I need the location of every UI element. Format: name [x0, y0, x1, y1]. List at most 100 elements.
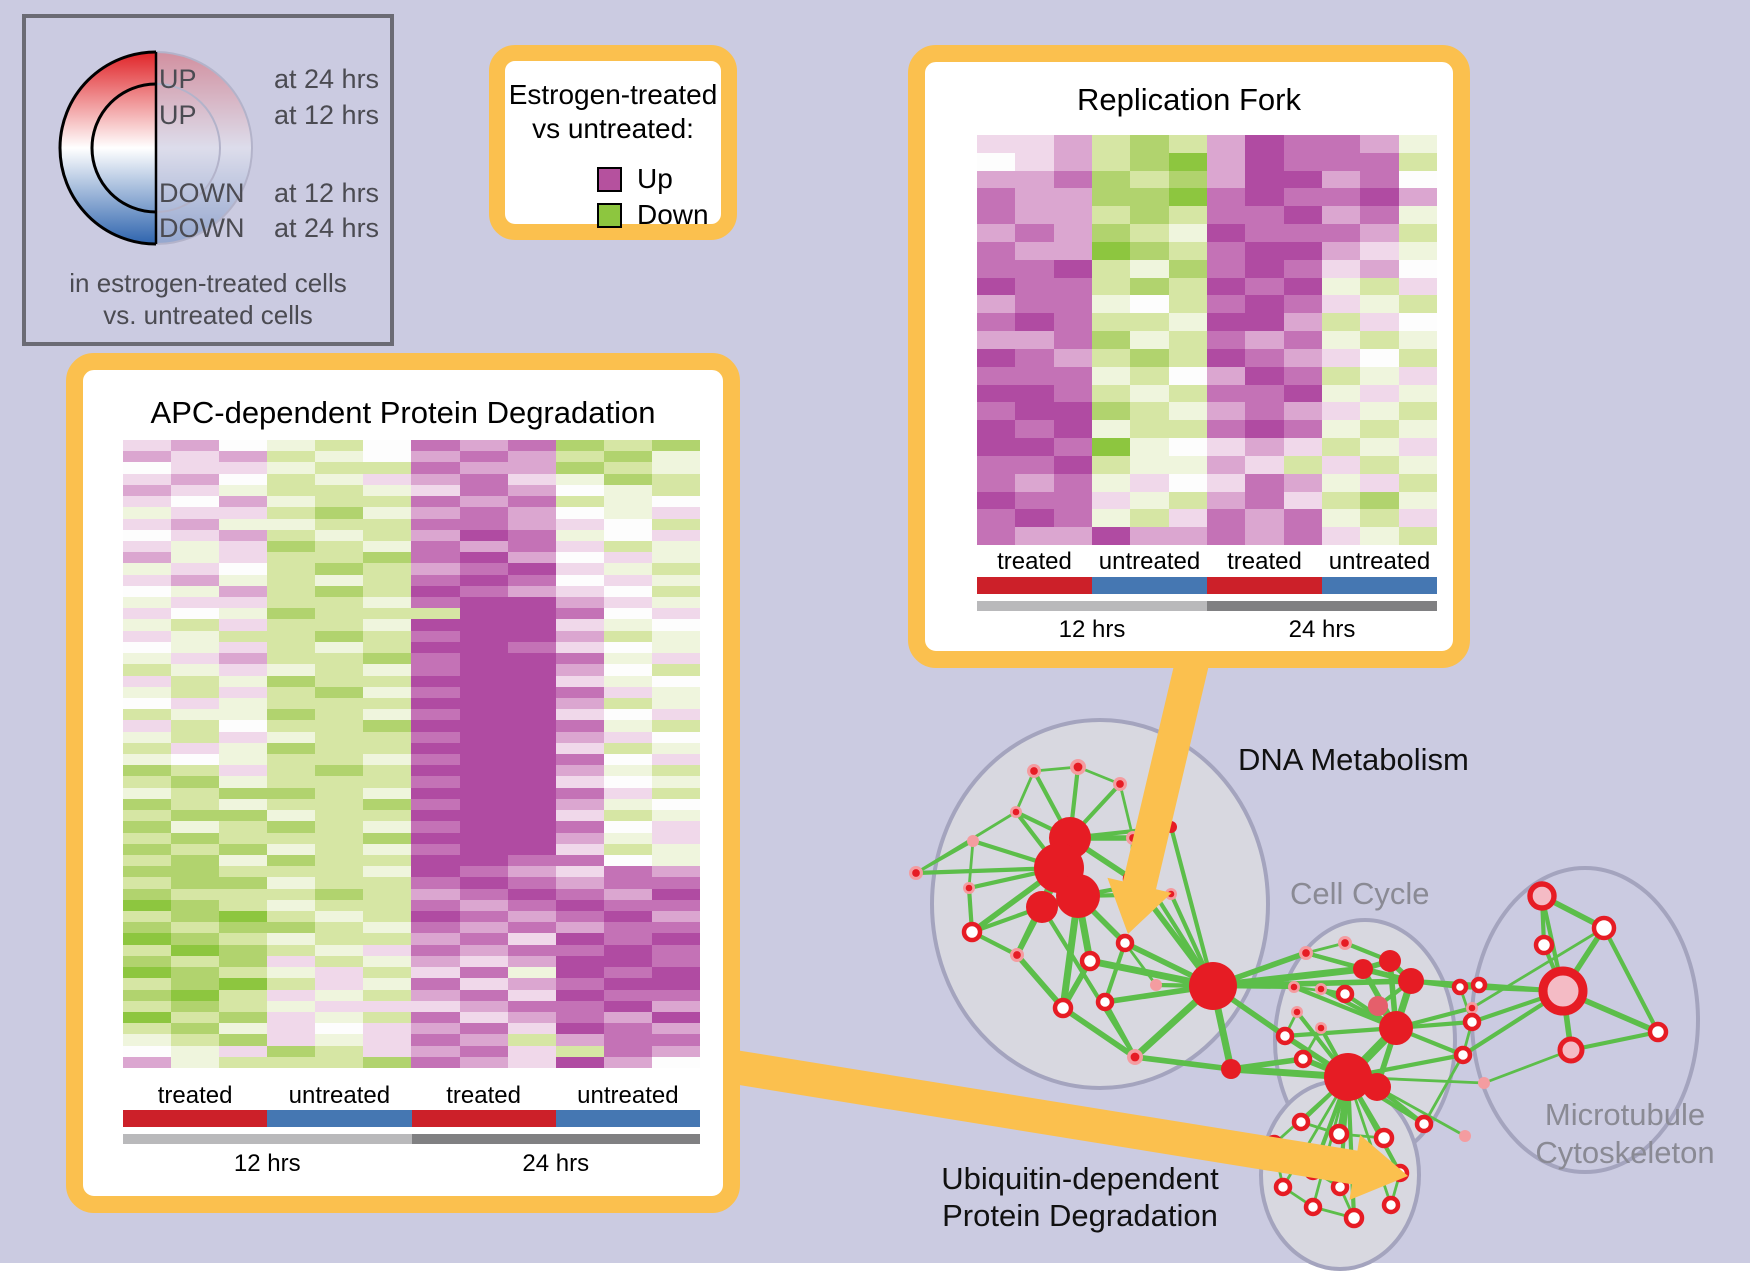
gene-node-core: [1013, 951, 1021, 959]
heatmap-cell: [507, 967, 556, 979]
heatmap-cell: [507, 832, 556, 844]
heatmap-cell: [315, 731, 364, 743]
heatmap-cell: [171, 967, 220, 979]
heatmap-cell: [123, 1045, 172, 1057]
heatmap-cell: [1015, 491, 1054, 510]
heatmap-cell: [507, 574, 556, 586]
gene-node-ring: [1451, 978, 1469, 996]
heatmap-cell: [1015, 135, 1054, 153]
heatmap-cell: [219, 451, 268, 463]
heatmap-cell: [1283, 206, 1322, 225]
heatmap-cell: [1245, 366, 1284, 385]
heatmap-cell: [123, 798, 172, 811]
heatmap-cell: [651, 899, 700, 911]
heatmap-cell: [1398, 348, 1437, 367]
heatmap-cell: [171, 933, 220, 945]
network-edge: [1102, 940, 1128, 1005]
heatmap-cell: [507, 731, 556, 743]
heatmap-cell: [651, 1045, 700, 1057]
heatmap-cell: [315, 462, 364, 474]
heatmap-cell: [219, 1034, 268, 1046]
heatmap-cell: [363, 967, 412, 979]
heatmap-cell: [219, 765, 268, 777]
heatmap-cell: [267, 440, 316, 452]
heatmap-cell: [1321, 135, 1361, 153]
condition-label: untreated: [1098, 548, 1201, 575]
gene-node-pinkring: [1557, 1036, 1585, 1064]
heatmap-cell: [123, 854, 172, 867]
heatmap-cell: [363, 1056, 412, 1068]
heatmap-cell: [1015, 241, 1054, 260]
heatmap-cell: [1398, 241, 1437, 260]
heatmap-cell: [1130, 152, 1169, 171]
gene-node-ring: [1303, 1197, 1323, 1217]
heatmap-cell: [315, 854, 364, 867]
heatmap-cell: [651, 854, 700, 867]
heatmap-cell: [219, 832, 268, 844]
heatmap-cell: [1015, 420, 1054, 439]
heatmap-cell: [1321, 348, 1361, 367]
heatmap-cell: [363, 720, 412, 732]
heatmap-cell: [123, 832, 172, 844]
heatmap-cell: [363, 597, 412, 609]
heatmap-cell: [123, 888, 172, 900]
heatmap-cell: [555, 967, 604, 979]
heatmap-cell: [1168, 331, 1207, 349]
legend-time-label: at 24 hrs: [274, 64, 380, 94]
heatmap-cell: [555, 597, 604, 609]
heatmap-cell: [315, 866, 364, 878]
heatmap-cell: [171, 518, 220, 530]
heatmap-cell: [507, 899, 556, 911]
heatmap-cell: [315, 843, 364, 855]
heatmap-cell: [1130, 491, 1169, 510]
heatmap-cell: [123, 473, 172, 485]
gene-node-ring: [1381, 1195, 1401, 1215]
heatmap-cell: [603, 720, 652, 732]
heatmap-cell: [603, 1034, 652, 1046]
gene-node-ring: [1273, 1177, 1293, 1197]
heatmap-cell: [1245, 188, 1284, 207]
condition-label: treated: [997, 548, 1072, 575]
heatmap-cell: [1321, 170, 1361, 189]
heatmap-cell: [267, 955, 316, 968]
heatmap-cell: [363, 754, 412, 766]
time-bar: [411, 1134, 700, 1144]
heatmap-cell: [315, 563, 364, 575]
heatmap-cell: [651, 518, 700, 530]
replication-fork-panel: Replication Fork treated untreated treated…: [908, 45, 1470, 668]
heatmap-cell: [1283, 170, 1322, 189]
heatmap-cell: [363, 911, 412, 923]
heatmap-cell: [603, 911, 652, 923]
heatmap-cell: [1206, 188, 1246, 207]
heatmap-cell: [411, 798, 460, 811]
heatmap-cell: [1091, 313, 1131, 332]
heatmap-cell: [1168, 527, 1207, 545]
heatmap-cell: [267, 866, 316, 878]
gene-node-ring: [1052, 997, 1074, 1019]
heatmap-cell: [1130, 366, 1169, 385]
heatmap-cell: [651, 608, 700, 620]
heatmap-cell: [1321, 295, 1361, 314]
heatmap-cell: [171, 574, 220, 586]
heatmap-cell: [1168, 277, 1207, 296]
heatmap-cell: [507, 754, 556, 766]
heatmap-cell: [651, 552, 700, 564]
heatmap-cell: [171, 911, 220, 923]
heatmap-cell: [507, 709, 556, 721]
legend-level-label: DOWN: [159, 178, 245, 208]
heatmap-cell: [411, 911, 460, 923]
heatmap-cell: [459, 630, 508, 642]
heatmap-cell: [507, 619, 556, 631]
heatmap-cell: [1053, 438, 1092, 456]
legend-caption-line1: in estrogen-treated cells: [69, 268, 347, 298]
time-label: 12 hrs: [1058, 616, 1126, 643]
heatmap-cell: [507, 529, 556, 541]
heatmap-cell: [977, 224, 1016, 242]
heatmap-cell: [1130, 384, 1169, 403]
heatmap-cell: [1091, 527, 1131, 545]
heatmap-cell: [363, 451, 412, 463]
heatmap-cell: [219, 529, 268, 541]
heatmap-cell: [267, 641, 316, 654]
heatmap-cell: [219, 697, 268, 710]
heatmap-cell: [1015, 473, 1054, 492]
